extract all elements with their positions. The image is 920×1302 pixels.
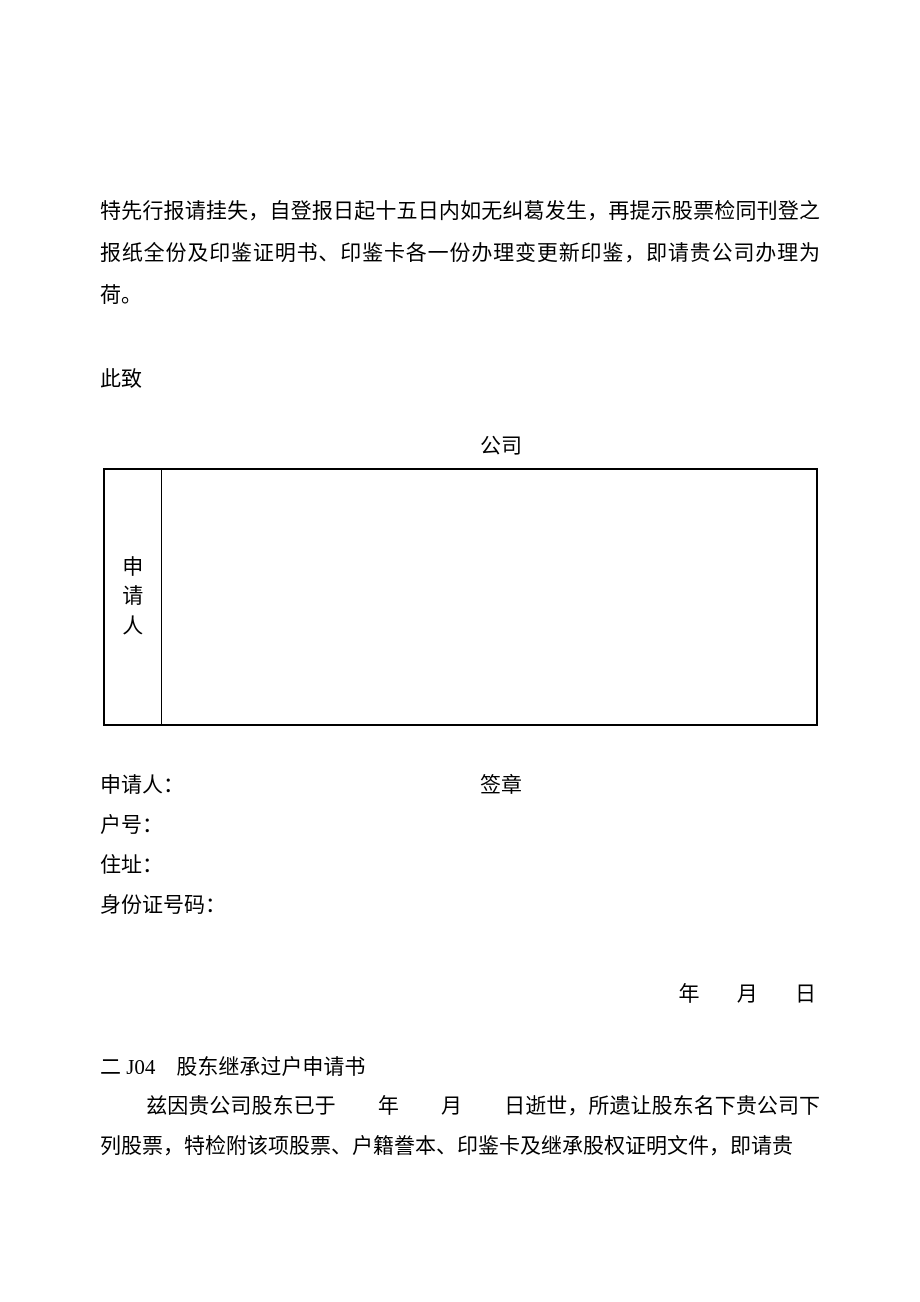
company-label: 公司: [100, 430, 820, 460]
applicant-label: 申请人：: [100, 766, 480, 806]
applicant-char: 人: [105, 612, 161, 641]
sign-label: 签章: [480, 766, 522, 806]
intro-paragraph: 特先行报请挂失，自登报日起十五日内如无纠葛发生，再提示股票检同刊登之报纸全份及印…: [100, 190, 820, 316]
year-label: 年: [679, 978, 700, 1008]
applicant-char: 申: [105, 553, 161, 582]
applicant-row: 申请人： 签章: [100, 766, 820, 806]
table-row: 申 请 人: [104, 469, 817, 725]
date-line: 年 月 日: [100, 978, 820, 1008]
address-label: 住址：: [100, 846, 820, 886]
applicant-char: 请: [105, 582, 161, 611]
day-label: 日: [795, 978, 816, 1008]
applicant-label-cell: 申 请 人: [104, 469, 162, 725]
section2-body: 兹因贵公司股东已于 年 月 日逝世，所遗让股东名下贵公司下列股票，特检附该项股票…: [100, 1087, 820, 1167]
id-label: 身份证号码：: [100, 886, 820, 926]
applicant-table: 申 请 人: [103, 468, 818, 726]
account-label: 户号：: [100, 806, 820, 846]
applicant-content-cell: [161, 469, 816, 725]
info-section: 申请人： 签章 户号： 住址： 身份证号码：: [100, 766, 820, 926]
section2-title: 二 J04 股东继承过户申请书: [100, 1048, 820, 1088]
closing-text: 此致: [100, 358, 820, 400]
month-label: 月: [737, 978, 758, 1008]
document-page: 特先行报请挂失，自登报日起十五日内如无纠葛发生，再提示股票检同刊登之报纸全份及印…: [0, 0, 920, 1267]
